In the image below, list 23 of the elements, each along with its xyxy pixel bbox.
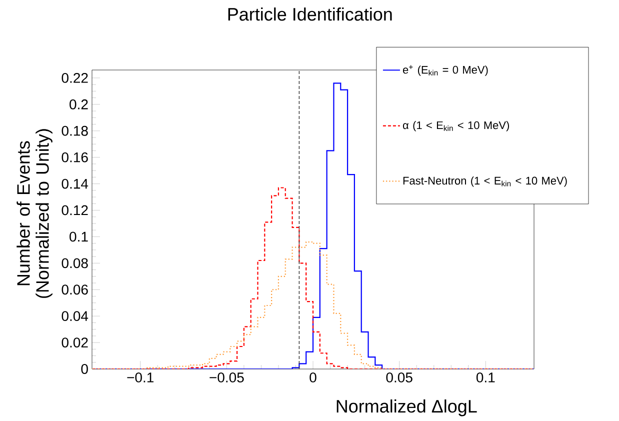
y-tick-label: 0.08 (62, 258, 88, 268)
x-tick-label: 0.1 (476, 372, 495, 382)
y-tick-label: 0.14 (62, 178, 88, 189)
y-tick-label: 0.12 (62, 205, 88, 216)
x-tick-label: −0.05 (210, 372, 244, 382)
y-tick-label: 0.22 (62, 72, 88, 83)
y-axis-title: Number of Events (Normalized to Unity) (16, 129, 52, 298)
y-tick-label: 0.04 (62, 311, 88, 322)
y-tick-label: 0 (81, 364, 88, 374)
x-tick-label: 0.05 (386, 372, 412, 382)
y-tick-label: 0.2 (70, 99, 88, 110)
x-tick-label: 0 (310, 372, 316, 382)
x-axis-title: Normalized ΔlogL (336, 399, 477, 416)
y-tick-label: 0.1 (70, 232, 88, 242)
legend-label: α (1 < E$_{kin}$ < 10 MeV) (402, 121, 510, 132)
y-tick-label: 0.06 (62, 284, 88, 295)
y-tick-label: 0.02 (62, 338, 88, 348)
y-tick-label: 0.18 (62, 126, 88, 136)
legend-label: e$^{+}$ (E$_{kin}$ = 0 MeV) (402, 65, 488, 76)
chart-title: Particle Identification (228, 7, 392, 21)
y-tick-label: 0.16 (62, 152, 88, 162)
legend-label: Fast-Neutron (1 < E$_{kin}$ < 10 MeV) (403, 176, 567, 187)
x-tick-label: −0.1 (127, 372, 154, 382)
